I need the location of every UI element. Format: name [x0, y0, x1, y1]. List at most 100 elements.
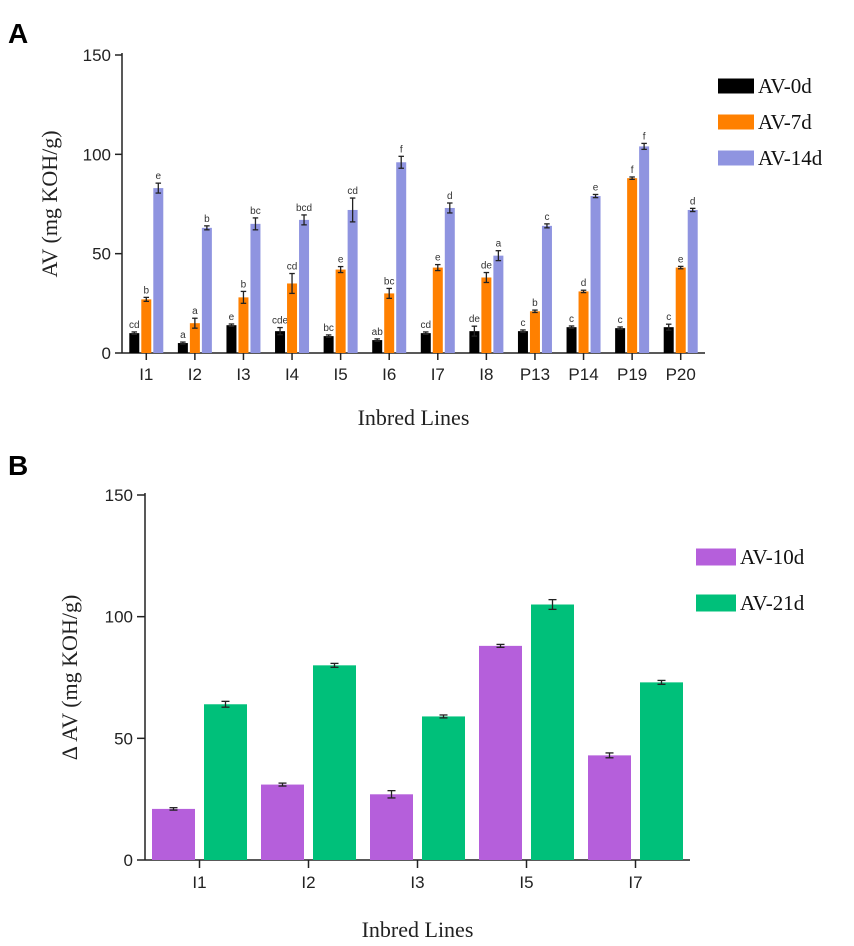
bar — [639, 146, 650, 353]
significance-label: bc — [384, 276, 395, 287]
x-tick-label: P20 — [666, 365, 696, 384]
bar — [384, 293, 395, 353]
bar — [588, 755, 631, 860]
bar — [640, 682, 683, 860]
x-tick-label: I7 — [431, 365, 445, 384]
significance-label: cd — [347, 186, 358, 197]
significance-label: de — [481, 261, 493, 272]
bar — [299, 219, 310, 353]
significance-label: d — [447, 191, 453, 202]
significance-label: a — [496, 239, 502, 250]
legend-label: AV-14d — [758, 146, 823, 170]
x-tick-label: I3 — [410, 873, 424, 892]
chart-panel-a: 050100150I1cdbeI2aabI3ebbcI4cdecdbcdI5bc… — [37, 46, 823, 430]
y-tick-label: 0 — [124, 851, 133, 870]
bar — [372, 340, 383, 353]
y-tick-label: 150 — [83, 46, 111, 65]
x-tick-label: P13 — [520, 365, 550, 384]
bar — [531, 604, 574, 860]
bar — [323, 336, 334, 353]
bar — [261, 784, 304, 860]
bar — [469, 331, 480, 353]
bar — [201, 227, 212, 353]
bar — [432, 267, 443, 353]
bar — [153, 188, 164, 353]
significance-label: d — [690, 196, 696, 207]
legend-label: AV-0d — [758, 74, 812, 98]
x-tick-label: I1 — [192, 873, 206, 892]
bar — [517, 331, 528, 353]
significance-label: e — [678, 254, 684, 265]
significance-label: a — [192, 306, 198, 317]
x-tick-label: I5 — [519, 873, 533, 892]
bar — [141, 299, 152, 353]
chart-panel-b: 0 50 100 150 I1 I2 I3 I5 I7 Inbred Lines Δ AV (mg … — [57, 486, 805, 942]
x-axis-title: Inbred Lines — [362, 917, 474, 942]
significance-label: ab — [372, 327, 384, 338]
x-tick-label: I6 — [382, 365, 396, 384]
bar — [396, 162, 407, 353]
significance-label: e — [229, 312, 235, 323]
significance-label: e — [338, 255, 344, 266]
legend-label: AV-21d — [740, 591, 805, 615]
y-tick-label: 150 — [105, 486, 133, 505]
y-tick-label: 100 — [105, 608, 133, 627]
significance-label: b — [144, 285, 150, 296]
y-axis-title: AV (mg KOH/g) — [37, 130, 62, 277]
significance-label: f — [643, 131, 646, 142]
legend-swatch — [718, 150, 754, 166]
bar — [313, 665, 356, 860]
panel-label-b: B — [8, 450, 28, 481]
legend-label: AV-10d — [740, 545, 805, 569]
bar — [422, 716, 465, 860]
bar — [226, 325, 237, 353]
bar — [663, 327, 674, 353]
bar — [627, 178, 638, 353]
significance-label: e — [156, 171, 162, 182]
significance-label: cd — [421, 320, 432, 331]
legend-swatch — [718, 114, 754, 130]
x-tick-label: I5 — [334, 365, 348, 384]
significance-label: de — [469, 314, 481, 325]
legend-swatch — [696, 548, 736, 566]
bar — [420, 333, 431, 353]
bar — [687, 209, 698, 353]
y-tick-label: 0 — [102, 344, 111, 363]
bar — [493, 255, 504, 353]
significance-label: c — [618, 315, 623, 326]
legend-swatch — [718, 78, 754, 94]
bar — [444, 207, 455, 353]
x-tick-label: I1 — [139, 365, 153, 384]
bar — [541, 225, 552, 353]
significance-label: bcd — [296, 203, 312, 214]
x-tick-label: P14 — [568, 365, 598, 384]
bar — [250, 223, 261, 353]
bar — [275, 331, 286, 353]
y-axis-title: Δ AV (mg KOH/g) — [57, 595, 82, 761]
significance-label: c — [569, 314, 574, 325]
significance-label: d — [581, 278, 587, 289]
significance-label: b — [532, 298, 538, 309]
significance-label: c — [544, 212, 549, 223]
x-tick-label: I7 — [628, 873, 642, 892]
bar — [370, 794, 413, 860]
bar — [335, 269, 346, 353]
x-tick-label: I4 — [285, 365, 299, 384]
bar — [675, 267, 686, 353]
significance-label: cd — [287, 262, 298, 273]
legend-swatch — [696, 594, 736, 612]
bar — [204, 704, 247, 860]
bar — [615, 328, 626, 353]
significance-label: bc — [250, 206, 261, 217]
significance-label: cde — [272, 316, 289, 327]
bar — [481, 277, 492, 353]
x-tick-label: P19 — [617, 365, 647, 384]
significance-label: a — [180, 330, 186, 341]
bar — [529, 311, 540, 353]
significance-label: bc — [323, 323, 334, 334]
bar — [177, 343, 188, 353]
legend-label: AV-7d — [758, 110, 812, 134]
bar — [152, 808, 195, 860]
y-tick-label: 100 — [83, 145, 111, 164]
